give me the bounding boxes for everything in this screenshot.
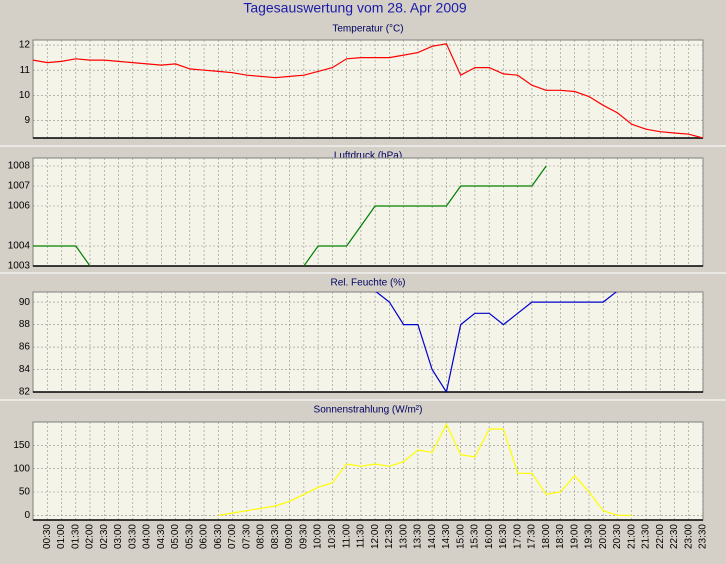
panel-title: Luftdruck (hPa): [334, 151, 402, 162]
y-tick-label: 1008: [8, 161, 31, 172]
x-tick-label: 06:00: [199, 524, 210, 549]
x-tick-label: 07:00: [227, 524, 238, 549]
x-tick-label: 06:30: [213, 524, 224, 549]
y-tick-label: 1004: [8, 241, 31, 252]
x-tick-label: 11:30: [356, 524, 367, 549]
x-tick-label: 12:30: [384, 524, 395, 549]
x-tick-label: 13:30: [413, 524, 424, 549]
x-tick-label: 10:00: [313, 524, 324, 549]
y-tick-label: 150: [13, 440, 30, 451]
x-tick-label: 22:30: [669, 524, 680, 549]
y-tick-label: 50: [19, 487, 31, 498]
data-line: [375, 292, 618, 392]
y-tick-label: 82: [19, 387, 31, 398]
x-tick-label: 03:30: [127, 524, 138, 549]
x-tick-label: 18:30: [555, 524, 566, 549]
panel-title: Temperatur (°C): [332, 24, 403, 35]
x-tick-label: 23:30: [698, 524, 709, 549]
x-tick-label: 05:00: [170, 524, 181, 549]
y-tick-label: 1006: [8, 201, 31, 212]
x-tick-label: 17:30: [527, 524, 538, 549]
x-tick-label: 22:00: [655, 524, 666, 549]
x-tick-label: 11:00: [341, 524, 352, 549]
x-tick-label: 12:00: [370, 524, 381, 549]
y-tick-label: 84: [19, 364, 31, 375]
y-tick-label: 90: [19, 297, 31, 308]
x-tick-label: 18:00: [541, 524, 552, 549]
plot-area: [32, 157, 704, 267]
y-tick-label: 1003: [8, 261, 31, 272]
x-tick-label: 21:00: [626, 524, 637, 549]
x-tick-label: 14:00: [427, 524, 438, 549]
x-tick-label: 15:00: [455, 524, 466, 549]
x-tick-label: 15:30: [470, 524, 481, 549]
x-tick-label: 23:00: [683, 524, 694, 549]
x-tick-label: 21:30: [641, 524, 652, 549]
y-tick-label: 88: [19, 319, 31, 330]
x-tick-label: 13:00: [398, 524, 409, 549]
x-tick-label: 02:00: [85, 524, 96, 549]
x-tick-label: 00:30: [42, 524, 53, 549]
x-tick-label: 17:00: [512, 524, 523, 549]
x-tick-label: 19:30: [584, 524, 595, 549]
x-tick-label: 09:00: [284, 524, 295, 549]
x-tick-label: 16:00: [484, 524, 495, 549]
data-line: [218, 422, 632, 516]
x-tick-label: 10:30: [327, 524, 338, 549]
x-tick-label: 04:00: [142, 524, 153, 549]
x-tick-label: 04:30: [156, 524, 167, 549]
x-tick-label: 14:30: [441, 524, 452, 549]
x-tick-label: 01:00: [56, 524, 67, 549]
data-line: [33, 165, 547, 266]
y-tick-label: 9: [24, 115, 30, 126]
y-tick-label: 10: [19, 90, 31, 101]
panel-title: Rel. Feuchte (%): [330, 278, 405, 289]
x-tick-label: 01:30: [70, 524, 81, 549]
y-tick-label: 12: [19, 40, 31, 51]
x-tick-label: 03:00: [113, 524, 124, 549]
chart-title: Tagesauswertung vom 28. Apr 2009: [243, 0, 467, 16]
plot-area: [32, 291, 704, 393]
x-tick-label: 16:30: [498, 524, 509, 549]
y-tick-label: 100: [13, 463, 30, 474]
x-tick-label: 02:30: [99, 524, 110, 549]
x-tick-label: 08:30: [270, 524, 281, 549]
x-tick-label: 20:00: [598, 524, 609, 549]
panel-title: Sonnenstrahlung (W/m²): [314, 405, 423, 416]
y-tick-label: 11: [20, 65, 31, 76]
y-tick-label: 86: [19, 342, 31, 353]
x-tick-label: 19:00: [569, 524, 580, 549]
x-tick-label: 07:30: [241, 524, 252, 549]
plot-area: [32, 39, 704, 139]
x-tick-label: 20:30: [612, 524, 623, 549]
data-line: [33, 43, 703, 138]
y-tick-label: 0: [24, 510, 30, 521]
y-tick-label: 1007: [8, 181, 31, 192]
plot-area: [32, 421, 704, 521]
x-tick-label: 05:30: [184, 524, 195, 549]
x-tick-label: 09:30: [298, 524, 309, 549]
x-tick-label: 08:00: [256, 524, 267, 549]
